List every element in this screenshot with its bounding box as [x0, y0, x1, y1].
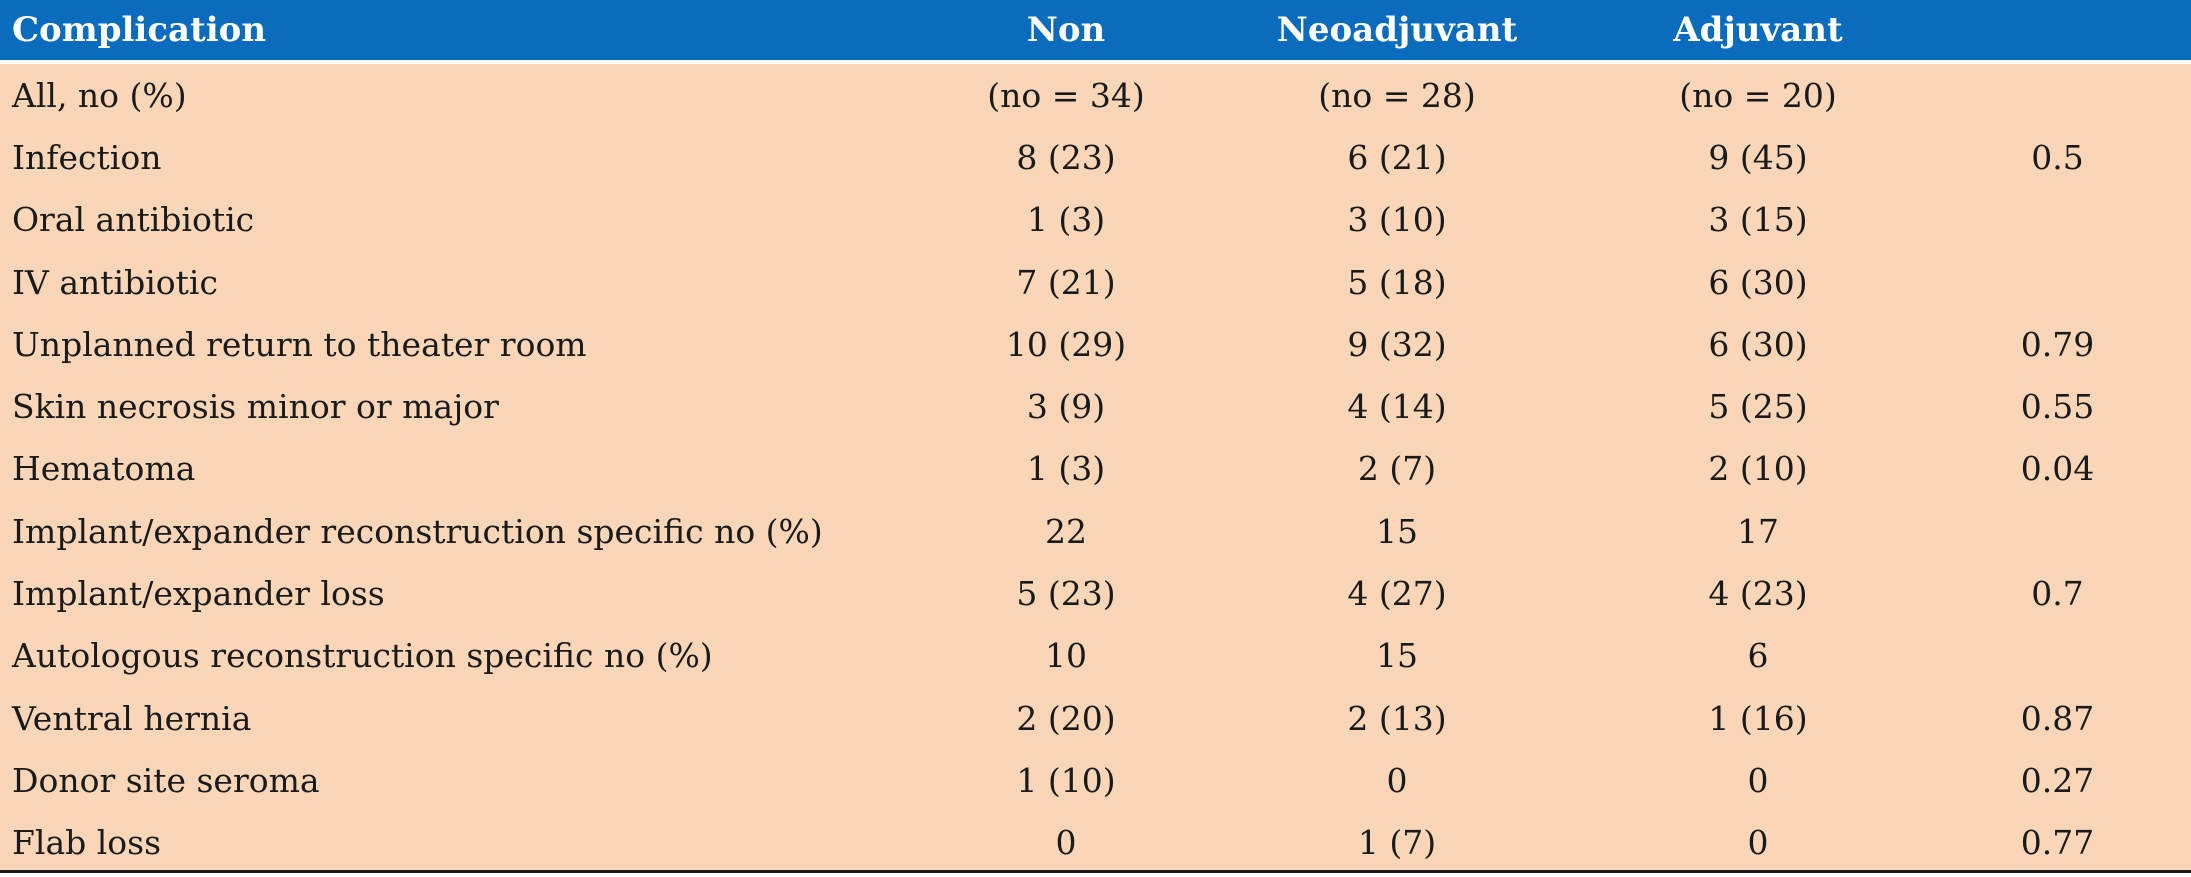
cell-complication: Flab loss: [12, 823, 162, 863]
cell-complication: Implant/expander reconstruction specific…: [12, 511, 823, 551]
table-row: Oral antibiotic 1 (3) 3 (10) 3 (15): [0, 189, 2191, 251]
cell-complication: All, no (%): [12, 75, 187, 115]
cell-neoadjuvant: 5 (18): [1347, 262, 1447, 302]
cell-p-value: 0.77: [2020, 823, 2095, 863]
table-row: Implant/expander reconstruction specific…: [0, 500, 2191, 562]
cell-non: 10: [1045, 636, 1087, 676]
cell-neoadjuvant: 2 (13): [1347, 698, 1447, 738]
cell-p-value: 0.79: [2020, 324, 2095, 364]
cell-neoadjuvant: 9 (32): [1347, 324, 1447, 364]
cell-complication: Donor site seroma: [12, 760, 320, 800]
cell-p-value: 0.87: [2020, 698, 2095, 738]
cell-complication: Hematoma: [12, 449, 196, 489]
cell-p-value: 0.5: [2031, 137, 2084, 177]
table-row: Hematoma 1 (3) 2 (7) 2 (10) 0.04: [0, 438, 2191, 500]
table-row: Implant/expander loss 5 (23) 4 (27) 4 (23) 0…: [0, 562, 2191, 624]
cell-adjuvant: 6 (30): [1708, 262, 1808, 302]
table-header-row: Complication Non Neoadjuvant Adjuvant: [0, 0, 2191, 64]
cell-adjuvant: 6: [1747, 636, 1769, 676]
cell-non: 8 (23): [1016, 137, 1116, 177]
cell-complication: Oral antibiotic: [12, 200, 255, 240]
cell-non: 7 (21): [1016, 262, 1116, 302]
cell-adjuvant: 6 (30): [1708, 324, 1808, 364]
table-row: Ventral hernia 2 (20) 2 (13) 1 (16) 0.87: [0, 687, 2191, 749]
cell-complication: Infection: [12, 137, 162, 177]
cell-neoadjuvant: 4 (14): [1347, 387, 1447, 427]
cell-non: 10 (29): [1005, 324, 1127, 364]
cell-complication: Implant/expander loss: [12, 574, 385, 614]
cell-complication: Ventral hernia: [12, 698, 252, 738]
cell-non: 5 (23): [1016, 574, 1116, 614]
cell-adjuvant: 1 (16): [1708, 698, 1808, 738]
table-row: Skin necrosis minor or major 3 (9) 4 (14) 5…: [0, 375, 2191, 437]
cell-neoadjuvant: 4 (27): [1347, 574, 1447, 614]
cell-neoadjuvant: 6 (21): [1347, 137, 1447, 177]
table-body: All, no (%) (no = 34) (no = 28) (no = 20) In…: [0, 64, 2191, 874]
cell-adjuvant: 0: [1747, 823, 1769, 863]
cell-neoadjuvant: (no = 28): [1318, 75, 1476, 115]
cell-p-value: 0.55: [2020, 387, 2095, 427]
table-row: All, no (%) (no = 34) (no = 28) (no = 20): [0, 64, 2191, 126]
header-neoadjuvant: Neoadjuvant: [1276, 10, 1518, 50]
cell-adjuvant: (no = 20): [1679, 75, 1837, 115]
cell-non: 0: [1055, 823, 1077, 863]
cell-adjuvant: 9 (45): [1708, 137, 1808, 177]
cell-non: 1 (3): [1026, 449, 1106, 489]
cell-non: 1 (3): [1026, 200, 1106, 240]
cell-adjuvant: 0: [1747, 760, 1769, 800]
cell-adjuvant: 4 (23): [1708, 574, 1808, 614]
cell-non: 2 (20): [1016, 698, 1116, 738]
cell-p-value: 0.7: [2031, 574, 2084, 614]
cell-complication: Unplanned return to theater room: [12, 324, 587, 364]
cell-non: 3 (9): [1026, 387, 1106, 427]
cell-neoadjuvant: 15: [1376, 636, 1418, 676]
table-row: Flab loss 0 1 (7) 0 0.77: [0, 812, 2191, 874]
table-row: Infection 8 (23) 6 (21) 9 (45) 0.5: [0, 126, 2191, 188]
cell-neoadjuvant: 1 (7): [1357, 823, 1437, 863]
cell-adjuvant: 2 (10): [1708, 449, 1808, 489]
table-row: IV antibiotic 7 (21) 5 (18) 6 (30): [0, 251, 2191, 313]
cell-complication: IV antibiotic: [12, 262, 218, 302]
cell-adjuvant: 5 (25): [1708, 387, 1808, 427]
header-non: Non: [1026, 10, 1106, 50]
cell-neoadjuvant: 0: [1386, 760, 1408, 800]
cell-non: (no = 34): [987, 75, 1145, 115]
cell-complication: Skin necrosis minor or major: [12, 387, 499, 427]
cell-complication: Autologous reconstruction specific no (%…: [12, 636, 713, 676]
cell-adjuvant: 3 (15): [1708, 200, 1808, 240]
header-complication: Complication: [12, 10, 267, 50]
table-row: Donor site seroma 1 (10) 0 0 0.27: [0, 749, 2191, 811]
cell-p-value: 0.04: [2020, 449, 2095, 489]
header-adjuvant: Adjuvant: [1673, 10, 1843, 50]
table-row: Unplanned return to theater room 10 (29) 9…: [0, 313, 2191, 375]
cell-non: 1 (10): [1016, 760, 1116, 800]
cell-neoadjuvant: 15: [1376, 511, 1418, 551]
cell-neoadjuvant: 3 (10): [1347, 200, 1447, 240]
cell-neoadjuvant: 2 (7): [1357, 449, 1437, 489]
table-row: Autologous reconstruction specific no (%…: [0, 625, 2191, 687]
cell-non: 22: [1045, 511, 1087, 551]
cell-adjuvant: 17: [1737, 511, 1779, 551]
cell-p-value: 0.27: [2020, 760, 2095, 800]
